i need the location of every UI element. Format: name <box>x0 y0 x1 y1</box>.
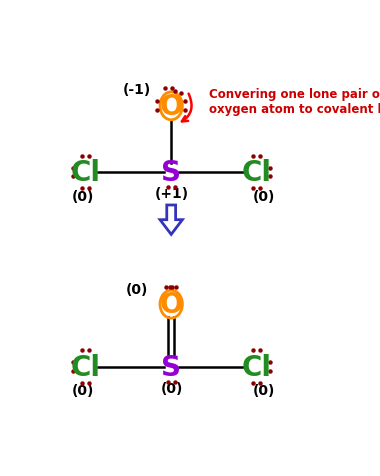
Text: (0): (0) <box>253 384 275 397</box>
Polygon shape <box>160 206 182 235</box>
Text: (0): (0) <box>72 384 94 397</box>
Text: (-1): (-1) <box>123 83 152 97</box>
Text: Convering one lone pair of
oxygen atom to covalent bond.: Convering one lone pair of oxygen atom t… <box>209 88 380 116</box>
Text: Cl: Cl <box>71 159 101 187</box>
Text: Cl: Cl <box>242 353 272 381</box>
Text: (0): (0) <box>72 189 94 203</box>
Text: (0): (0) <box>126 283 149 297</box>
Text: S: S <box>161 353 181 381</box>
Text: S: S <box>161 159 181 187</box>
Text: (0): (0) <box>253 189 275 203</box>
Text: O: O <box>160 93 183 120</box>
Text: Cl: Cl <box>242 159 272 187</box>
Text: (0): (0) <box>161 381 183 395</box>
Text: Cl: Cl <box>71 353 101 381</box>
Text: (+1): (+1) <box>155 187 189 201</box>
Text: O: O <box>160 290 183 318</box>
